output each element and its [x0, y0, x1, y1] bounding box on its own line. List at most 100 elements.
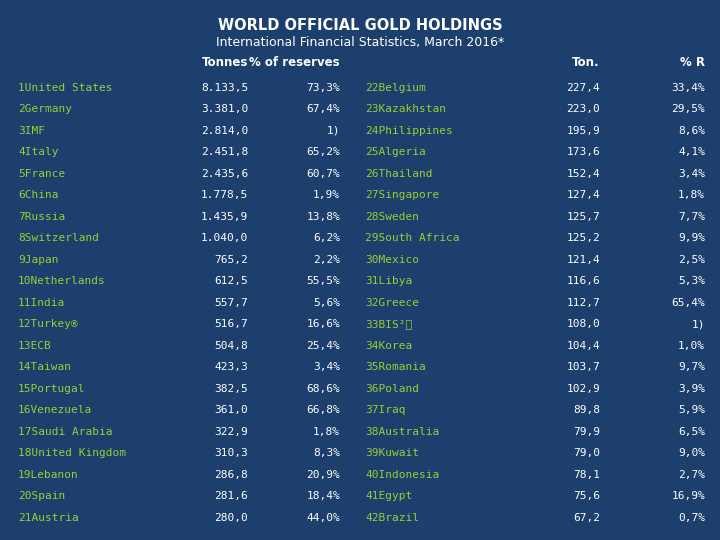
Text: 29,5%: 29,5%	[671, 104, 705, 114]
Text: 2.451,8: 2.451,8	[201, 147, 248, 157]
Text: 121,4: 121,4	[566, 255, 600, 265]
Text: 7Russia: 7Russia	[18, 212, 66, 222]
Text: 1,8%: 1,8%	[313, 427, 340, 437]
Text: % of reserves: % of reserves	[249, 56, 340, 69]
Text: 39Kuwait: 39Kuwait	[365, 448, 419, 458]
Text: 127,4: 127,4	[566, 190, 600, 200]
Text: 21Austria: 21Austria	[18, 513, 78, 523]
Text: 1,8%: 1,8%	[678, 190, 705, 200]
Text: 22Belgium: 22Belgium	[365, 83, 426, 92]
Text: 6,5%: 6,5%	[678, 427, 705, 437]
Text: 152,4: 152,4	[566, 168, 600, 179]
Text: 223,0: 223,0	[566, 104, 600, 114]
Text: 9Japan: 9Japan	[18, 255, 58, 265]
Text: 17Saudi Arabia: 17Saudi Arabia	[18, 427, 112, 437]
Text: 13ECB: 13ECB	[18, 341, 52, 351]
Text: 1,9%: 1,9%	[313, 190, 340, 200]
Text: 30Mexico: 30Mexico	[365, 255, 419, 265]
Text: 6China: 6China	[18, 190, 58, 200]
Text: Ton.: Ton.	[572, 56, 600, 69]
Text: 27Singapore: 27Singapore	[365, 190, 439, 200]
Text: 16Venezuela: 16Venezuela	[18, 406, 92, 415]
Text: 2,5%: 2,5%	[678, 255, 705, 265]
Text: 78,1: 78,1	[573, 470, 600, 480]
Text: 12Turkey®: 12Turkey®	[18, 319, 78, 329]
Text: 31Libya: 31Libya	[365, 276, 413, 286]
Text: 0,7%: 0,7%	[678, 513, 705, 523]
Text: International Financial Statistics, March 2016*: International Financial Statistics, Marc…	[216, 36, 504, 49]
Text: 36Poland: 36Poland	[365, 384, 419, 394]
Text: 361,0: 361,0	[215, 406, 248, 415]
Text: 25,4%: 25,4%	[306, 341, 340, 351]
Text: 8Switzerland: 8Switzerland	[18, 233, 99, 243]
Text: 423,3: 423,3	[215, 362, 248, 373]
Text: 102,9: 102,9	[566, 384, 600, 394]
Text: 67,4%: 67,4%	[306, 104, 340, 114]
Text: 1.040,0: 1.040,0	[201, 233, 248, 243]
Text: 25Algeria: 25Algeria	[365, 147, 426, 157]
Text: 9,9%: 9,9%	[678, 233, 705, 243]
Text: WORLD OFFICIAL GOLD HOLDINGS: WORLD OFFICIAL GOLD HOLDINGS	[217, 18, 503, 33]
Text: 65,2%: 65,2%	[306, 147, 340, 157]
Text: 5,9%: 5,9%	[678, 406, 705, 415]
Text: 9,0%: 9,0%	[678, 448, 705, 458]
Text: 15Portugal: 15Portugal	[18, 384, 86, 394]
Text: 42Brazil: 42Brazil	[365, 513, 419, 523]
Text: 73,3%: 73,3%	[306, 83, 340, 92]
Text: 20Spain: 20Spain	[18, 491, 66, 502]
Text: 55,5%: 55,5%	[306, 276, 340, 286]
Text: 79,0: 79,0	[573, 448, 600, 458]
Text: 8,3%: 8,3%	[313, 448, 340, 458]
Text: 32Greece: 32Greece	[365, 298, 419, 308]
Text: 5,3%: 5,3%	[678, 276, 705, 286]
Text: Tonnes: Tonnes	[202, 56, 248, 69]
Text: 281,6: 281,6	[215, 491, 248, 502]
Text: 112,7: 112,7	[566, 298, 600, 308]
Text: 2.814,0: 2.814,0	[201, 126, 248, 136]
Text: 1,0%: 1,0%	[678, 341, 705, 351]
Text: 1.778,5: 1.778,5	[201, 190, 248, 200]
Text: 2Germany: 2Germany	[18, 104, 72, 114]
Text: 3,4%: 3,4%	[678, 168, 705, 179]
Text: 60,7%: 60,7%	[306, 168, 340, 179]
Text: 40Indonesia: 40Indonesia	[365, 470, 439, 480]
Text: 38Australia: 38Australia	[365, 427, 439, 437]
Text: 26Thailand: 26Thailand	[365, 168, 433, 179]
Text: 24Philippines: 24Philippines	[365, 126, 453, 136]
Text: 8,6%: 8,6%	[678, 126, 705, 136]
Text: 11India: 11India	[18, 298, 66, 308]
Text: 3,9%: 3,9%	[678, 384, 705, 394]
Text: 79,9: 79,9	[573, 427, 600, 437]
Text: 19Lebanon: 19Lebanon	[18, 470, 78, 480]
Text: 322,9: 322,9	[215, 427, 248, 437]
Text: 16,6%: 16,6%	[306, 319, 340, 329]
Text: 173,6: 173,6	[566, 147, 600, 157]
Text: 28Sweden: 28Sweden	[365, 212, 419, 222]
Text: 103,7: 103,7	[566, 362, 600, 373]
Text: 557,7: 557,7	[215, 298, 248, 308]
Text: 765,2: 765,2	[215, 255, 248, 265]
Text: 2,7%: 2,7%	[678, 470, 705, 480]
Text: 41Egypt: 41Egypt	[365, 491, 413, 502]
Text: 6,2%: 6,2%	[313, 233, 340, 243]
Text: 1.435,9: 1.435,9	[201, 212, 248, 222]
Text: 125,7: 125,7	[566, 212, 600, 222]
Text: 33BIS²⧠: 33BIS²⧠	[365, 319, 413, 329]
Text: 612,5: 612,5	[215, 276, 248, 286]
Text: 34Korea: 34Korea	[365, 341, 413, 351]
Text: 108,0: 108,0	[566, 319, 600, 329]
Text: 68,6%: 68,6%	[306, 384, 340, 394]
Text: 3,4%: 3,4%	[313, 362, 340, 373]
Text: 37Iraq: 37Iraq	[365, 406, 405, 415]
Text: 4,1%: 4,1%	[678, 147, 705, 157]
Text: 44,0%: 44,0%	[306, 513, 340, 523]
Text: 310,3: 310,3	[215, 448, 248, 458]
Text: 20,9%: 20,9%	[306, 470, 340, 480]
Text: 33,4%: 33,4%	[671, 83, 705, 92]
Text: 125,2: 125,2	[566, 233, 600, 243]
Text: 65,4%: 65,4%	[671, 298, 705, 308]
Text: 104,4: 104,4	[566, 341, 600, 351]
Text: 2,2%: 2,2%	[313, 255, 340, 265]
Text: 29South Africa: 29South Africa	[365, 233, 459, 243]
Text: 5,6%: 5,6%	[313, 298, 340, 308]
